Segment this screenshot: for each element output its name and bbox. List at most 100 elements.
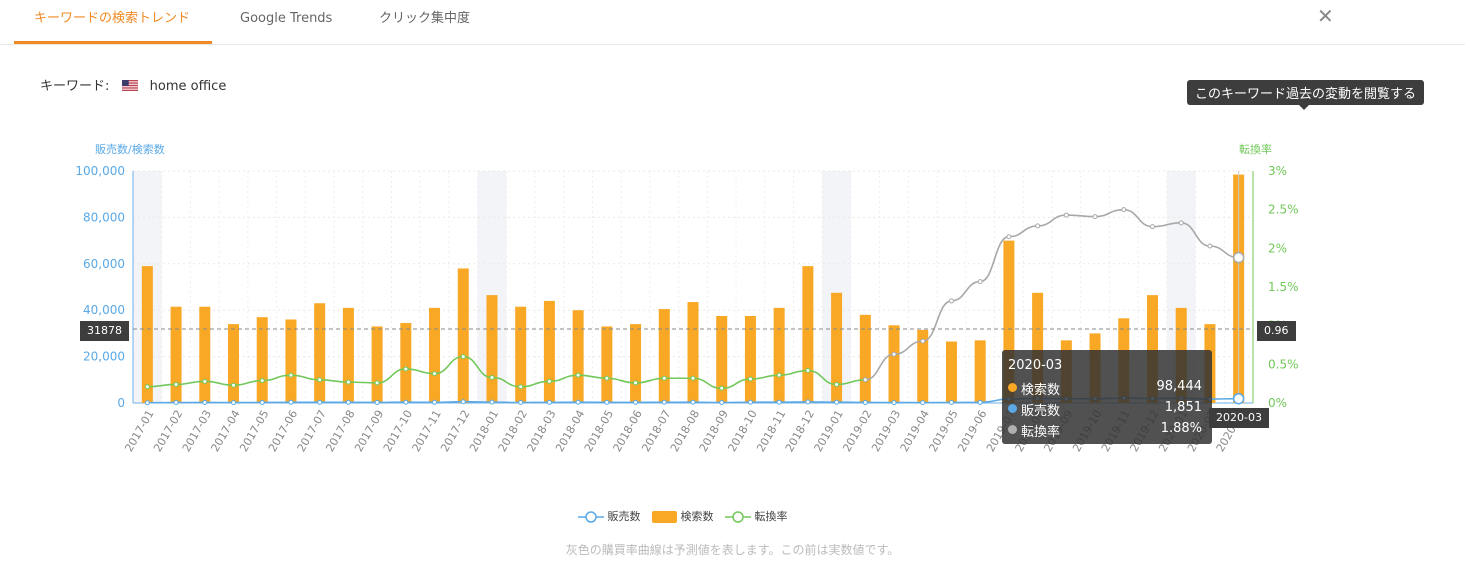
sales-point [719, 400, 725, 406]
chart-legend: 販売数 検索数 転換率 [578, 508, 796, 524]
right-tick-label: 0.5% [1268, 357, 1299, 371]
conversion-rate-point [231, 382, 237, 388]
forecast-conversion-point [1207, 243, 1213, 249]
search-volume-bar [285, 319, 297, 403]
tab-click-concentration[interactable]: クリック集中度 [379, 11, 471, 26]
hover-sales-dot [1008, 404, 1017, 413]
legend-label: 販売数 [607, 510, 641, 523]
hover-row-name: 転換率 [1021, 425, 1061, 440]
search-volume-bar [888, 325, 900, 403]
search-volume-bar [802, 266, 814, 403]
x-tick-label: 2019-01 [812, 408, 846, 454]
hover-tooltip: 2020-03 検索数 98,444 販売数 1,851 転換率 1.88% [1002, 350, 1212, 444]
search-volume-bar [457, 268, 469, 403]
sales-point [862, 399, 868, 405]
conversion-rate-point [173, 381, 179, 387]
legend-sales-icon [578, 511, 604, 523]
conversion-rate-point [518, 384, 524, 390]
conversion-rate-point [345, 379, 351, 385]
legend-search-icon [652, 511, 677, 523]
search-volume-bar [1233, 174, 1245, 403]
conversion-rate-point [202, 378, 208, 384]
conversion-rate-point [403, 366, 409, 372]
close-icon[interactable]: ✕ [1317, 4, 1334, 28]
tab-bar: キーワードの検索トレンド Google Trends クリック集中度 ✕ [0, 0, 1465, 45]
sales-point [834, 399, 840, 405]
search-volume-bar [773, 307, 785, 403]
legend-search[interactable]: 検索数 [652, 508, 714, 524]
sales-highlight-point [1232, 392, 1245, 405]
crosshair-left-value: 31878 [80, 321, 129, 341]
sales-point [948, 400, 954, 406]
x-tick-label: 2017-06 [266, 408, 300, 454]
conversion-rate-point [259, 378, 265, 384]
hover-row-value: 98,444 [1156, 379, 1203, 394]
legend-conversion[interactable]: 転換率 [725, 508, 788, 524]
sales-point [747, 399, 753, 405]
sales-point [202, 399, 208, 405]
forecast-conversion-point [1092, 214, 1098, 220]
search-volume-bar [601, 326, 613, 403]
conversion-rate-point [144, 384, 150, 390]
x-tick-label: 2018-12 [783, 408, 817, 454]
legend-label: 転換率 [754, 510, 788, 523]
conversion-rate-point [374, 380, 380, 386]
crosshair-bottom-value: 2020-03 [1209, 408, 1269, 428]
x-tick-label: 2019-04 [898, 408, 932, 454]
active-tab-indicator [14, 41, 212, 44]
x-tick-label: 2018-05 [582, 408, 616, 454]
x-tick-label: 2018-02 [496, 408, 530, 454]
legend-label: 検索数 [680, 510, 714, 523]
sales-point [259, 399, 265, 405]
legend-conversion-icon [725, 511, 751, 523]
search-volume-bar [342, 307, 354, 403]
conversion-rate-point [288, 372, 294, 378]
sales-point [776, 399, 782, 405]
x-tick-label: 2017-01 [122, 408, 156, 454]
search-volume-bar [515, 306, 527, 403]
forecast-conversion-point [1006, 234, 1012, 240]
tab-google-trends[interactable]: Google Trends [240, 11, 333, 26]
legend-sales[interactable]: 販売数 [578, 508, 641, 524]
search-volume-bar [400, 322, 412, 403]
conversion-rate-point [604, 375, 610, 381]
conversion-rate-point [432, 371, 438, 377]
sales-point [432, 399, 438, 405]
keyword-row: キーワード: home office [40, 75, 226, 94]
january-band [133, 171, 162, 403]
tab-keyword-trend[interactable]: キーワードの検索トレンド [34, 11, 191, 26]
search-volume-bar [256, 317, 268, 403]
sales-point [575, 399, 581, 405]
sales-point [690, 399, 696, 405]
forecast-conversion-point [891, 351, 897, 357]
forecast-conversion-point [1149, 224, 1155, 230]
x-tick-label: 2018-03 [524, 408, 558, 454]
x-tick-label: 2018-09 [697, 408, 731, 454]
sales-point [805, 399, 811, 405]
forecast-conversion-point [977, 279, 983, 285]
conversion-rate-point [633, 380, 639, 386]
sales-point [460, 399, 466, 405]
sales-point [374, 399, 380, 405]
hover-row-name: 販売数 [1021, 404, 1061, 419]
x-tick-label: 2017-07 [295, 408, 329, 454]
search-volume-bar [974, 340, 986, 403]
hover-title: 2020-03 [1008, 358, 1063, 373]
sales-point [345, 399, 351, 405]
x-tick-label: 2019-05 [926, 408, 960, 454]
search-volume-bar [831, 292, 843, 403]
forecast-conversion-point [862, 377, 868, 383]
sales-point [288, 399, 294, 405]
hover-row-conversion: 転換率 1.88% [1008, 420, 1206, 440]
search-volume-bar [429, 307, 441, 403]
conversion-rate-point [690, 375, 696, 381]
forecast-conversion-point [1063, 212, 1069, 218]
x-tick-label: 2018-04 [553, 408, 587, 454]
conversion-rate-point [460, 354, 466, 360]
conversion-rate-point [834, 381, 840, 387]
search-volume-bar [141, 266, 153, 403]
x-tick-label: 2018-07 [639, 408, 673, 454]
sales-point [633, 399, 639, 405]
search-volume-bar [687, 302, 699, 403]
forecast-conversion-point [920, 338, 926, 344]
